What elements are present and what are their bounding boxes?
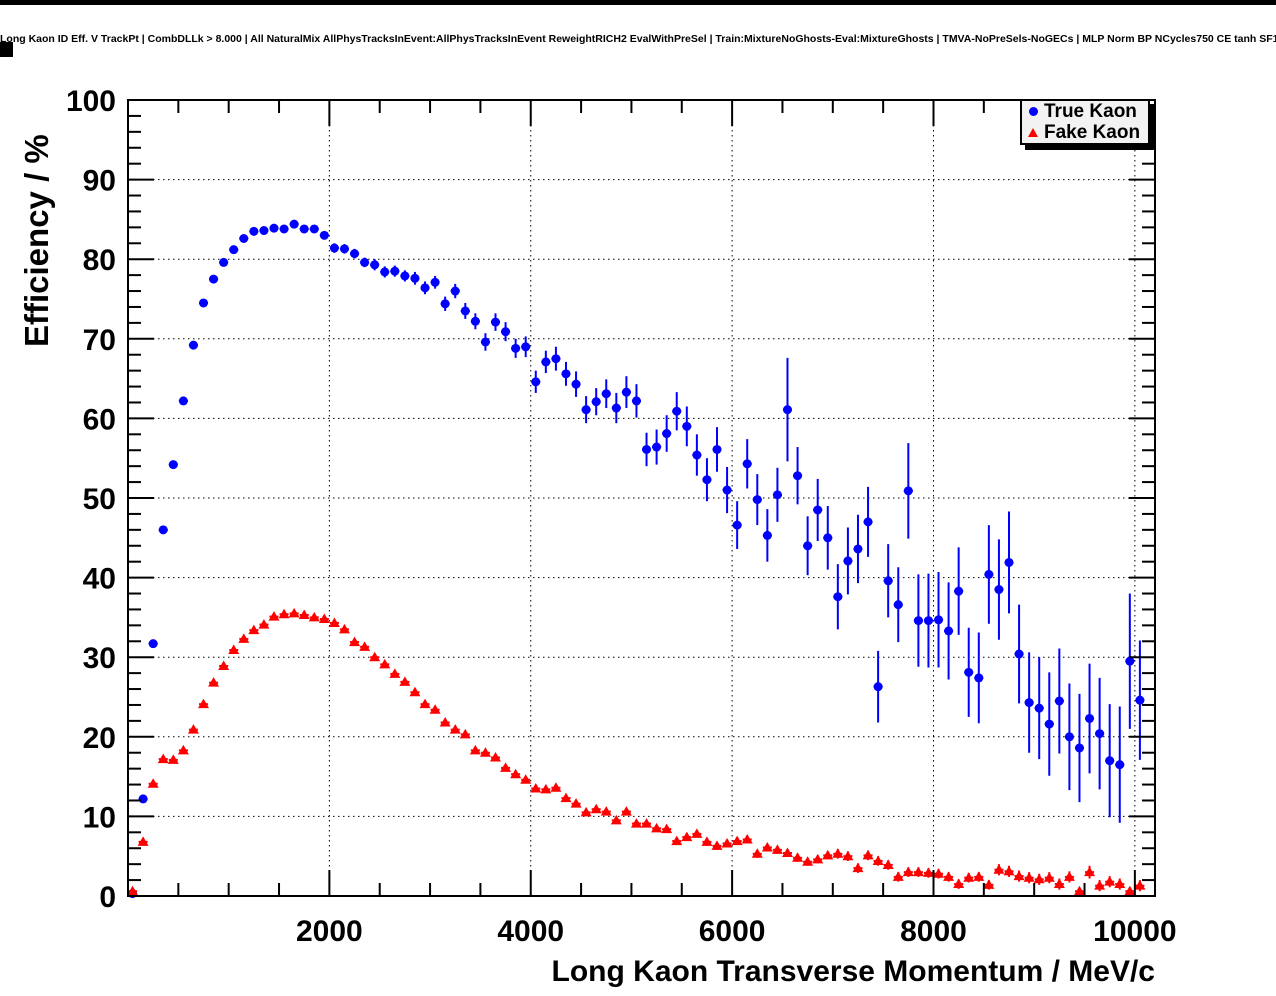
- true-kaon-circle-icon: [1022, 107, 1044, 116]
- x-tick-label: 10000: [1093, 915, 1176, 948]
- x-tick-label: 2000: [296, 915, 363, 948]
- canvas-corner-mark: [0, 42, 13, 57]
- x-tick-label: 8000: [900, 915, 967, 948]
- data-series: [127, 219, 1146, 899]
- legend-label: True Kaon: [1044, 101, 1137, 122]
- legend-item-fake-kaon: Fake Kaon: [1022, 122, 1148, 143]
- series-fake-kaon: [127, 607, 1146, 896]
- x-axis-title: Long Kaon Transverse Momentum / MeV/c: [552, 955, 1155, 988]
- y-axis-title: Efficiency / %: [18, 134, 55, 347]
- y-tick-label: 80: [83, 244, 116, 277]
- legend-label: Fake Kaon: [1044, 122, 1141, 143]
- axis-ticks: [128, 99, 1155, 897]
- legend-item-true-kaon: True Kaon: [1022, 101, 1148, 122]
- y-tick-label: 90: [83, 165, 116, 198]
- y-tick-label: 60: [83, 403, 116, 436]
- x-tick-label: 4000: [497, 915, 564, 948]
- y-tick-label: 50: [83, 483, 116, 516]
- canvas-top-border: [0, 0, 1276, 5]
- axis-tick-labels: 2000 4000 6000 8000 10000 0 10 20 30 40 50 60 70 80 90…: [66, 85, 1177, 948]
- y-tick-label: 10: [83, 801, 116, 834]
- y-tick-label: 100: [66, 85, 116, 118]
- fake-kaon-triangle-icon: [1022, 128, 1044, 137]
- grid-lines: [128, 100, 1155, 896]
- y-tick-label: 30: [83, 642, 116, 675]
- y-tick-label: 20: [83, 722, 116, 755]
- legend-box: True Kaon Fake Kaon: [1020, 99, 1150, 145]
- x-tick-label: 6000: [699, 915, 766, 948]
- y-tick-label: 70: [83, 324, 116, 357]
- series-true-kaon: [128, 219, 1145, 899]
- chart-title: Long Kaon ID Eff. V TrackPt | CombDLLk >…: [0, 33, 1276, 45]
- y-tick-label: 40: [83, 563, 116, 596]
- y-tick-label: 0: [99, 881, 116, 914]
